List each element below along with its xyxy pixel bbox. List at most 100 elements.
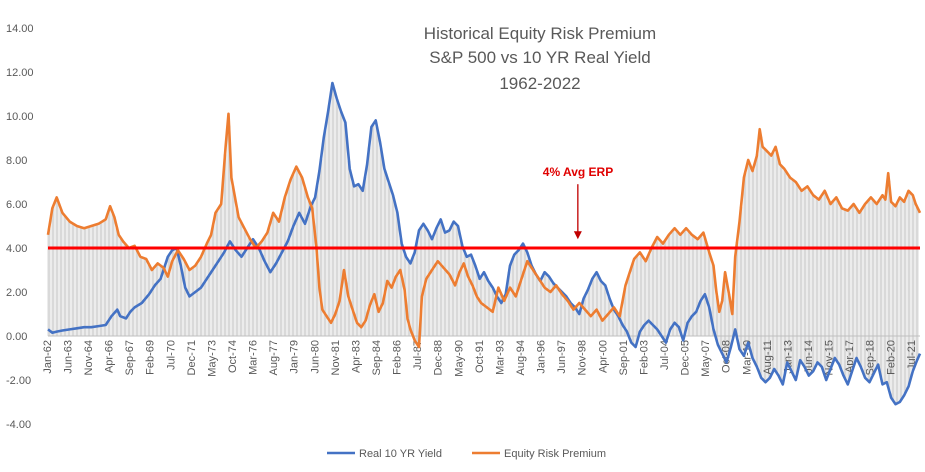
area-column xyxy=(287,184,291,336)
area-column xyxy=(175,250,179,336)
area-column xyxy=(891,203,895,401)
area-column xyxy=(771,152,775,372)
area-column xyxy=(183,261,187,336)
area-column xyxy=(299,175,303,336)
area-column xyxy=(231,186,235,336)
area-column xyxy=(787,175,791,367)
area-column xyxy=(479,276,483,336)
area-column xyxy=(903,199,907,394)
area-column xyxy=(675,230,679,336)
x-tick-label: Mar-76 xyxy=(248,340,260,375)
x-tick-label: May-73 xyxy=(206,340,218,377)
area-column xyxy=(255,245,259,336)
x-tick-label: Sep-67 xyxy=(124,340,136,375)
area-column xyxy=(503,295,507,336)
area-column xyxy=(107,209,111,336)
title-block: Historical Equity Risk Premium S&P 500 v… xyxy=(424,24,656,93)
area-column xyxy=(839,206,843,370)
area-column xyxy=(659,241,663,336)
x-tick-label: Apr-83 xyxy=(350,340,362,373)
area-column xyxy=(883,199,887,384)
area-column xyxy=(823,191,827,377)
legend-label-real-yield: Real 10 YR Yield xyxy=(359,448,442,460)
area-column xyxy=(363,176,367,336)
area-column xyxy=(339,111,343,336)
area-column xyxy=(691,235,695,336)
area-column xyxy=(847,209,851,381)
legend-label-erp: Equity Risk Premium xyxy=(504,448,606,460)
area-column xyxy=(775,152,779,374)
area-column xyxy=(875,203,879,367)
area-column xyxy=(747,162,751,346)
y-tick-label: 4.00 xyxy=(6,243,27,255)
area-column xyxy=(163,265,167,336)
x-tick-label: Jul-87 xyxy=(412,340,424,370)
area-column xyxy=(83,227,87,336)
annotation-arrowhead xyxy=(573,231,582,240)
x-tick-label: Feb-20 xyxy=(885,340,897,375)
area-column xyxy=(587,287,591,336)
area-column xyxy=(867,199,871,382)
area-column xyxy=(655,237,659,336)
area-column xyxy=(623,287,627,336)
chart-title-line-3: 1962-2022 xyxy=(499,74,580,93)
area-column xyxy=(379,148,383,336)
area-column xyxy=(431,236,435,336)
x-tick-label: Jan-79 xyxy=(289,340,301,374)
area-column xyxy=(579,304,583,336)
area-column xyxy=(399,238,403,336)
area-column xyxy=(419,227,423,336)
area-column xyxy=(795,183,799,375)
area-column xyxy=(167,255,171,336)
area-column xyxy=(387,182,391,336)
x-tick-label: Jun-97 xyxy=(556,340,568,374)
area-column xyxy=(855,209,859,360)
area-column xyxy=(291,174,295,336)
area-column xyxy=(115,227,119,336)
area-column xyxy=(227,125,231,336)
area-column xyxy=(215,210,219,336)
area-column xyxy=(123,243,127,336)
area-column xyxy=(343,121,347,336)
area-column xyxy=(131,246,135,336)
area-column xyxy=(583,295,587,336)
area-column xyxy=(603,285,607,336)
x-tick-label: Oct-91 xyxy=(474,340,486,373)
area-column xyxy=(283,196,287,336)
annotation-label: 4% Avg ERP xyxy=(543,165,613,179)
area-column xyxy=(799,189,803,362)
area-column xyxy=(71,223,75,336)
y-tick-label: 0.00 xyxy=(6,331,27,343)
area-column xyxy=(159,265,163,336)
area-column xyxy=(171,249,175,336)
area-column xyxy=(751,169,755,359)
annotation-label-background xyxy=(528,160,638,184)
area-column xyxy=(711,263,715,336)
area-column xyxy=(207,239,211,336)
area-column xyxy=(239,221,243,336)
area-column xyxy=(671,229,675,336)
x-tick-label: Jul-70 xyxy=(165,340,177,370)
area-column xyxy=(243,229,247,336)
x-tick-label: Mar-93 xyxy=(494,340,506,375)
area-column xyxy=(731,300,735,339)
area-column xyxy=(635,255,639,342)
area-column xyxy=(739,206,743,352)
area-column xyxy=(707,251,711,336)
area-column xyxy=(563,295,567,336)
area-column xyxy=(555,286,559,336)
series-line-equity-risk-premium xyxy=(46,112,922,349)
area-column xyxy=(259,242,263,336)
area-column xyxy=(519,246,523,336)
area-column xyxy=(615,312,619,336)
area-column xyxy=(559,291,563,336)
area-column xyxy=(311,201,315,336)
area-column xyxy=(887,180,891,391)
area-column xyxy=(851,204,855,369)
area-column xyxy=(631,262,635,345)
area-column xyxy=(687,231,691,336)
area-column xyxy=(907,191,911,385)
area-column xyxy=(547,276,551,336)
area-column xyxy=(427,233,431,336)
area-column xyxy=(819,196,823,366)
